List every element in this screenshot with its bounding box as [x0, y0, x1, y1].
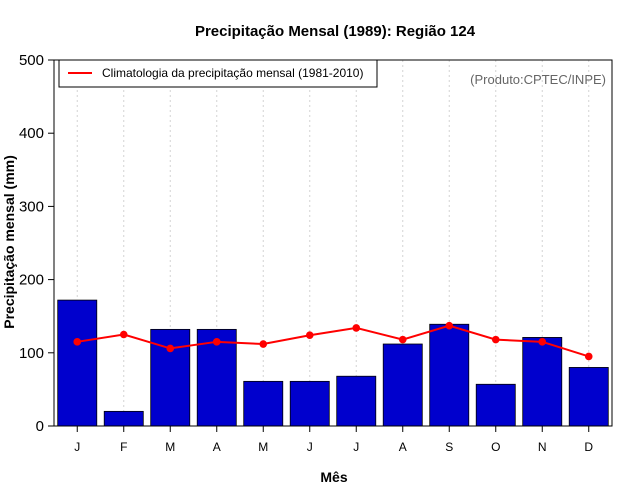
bar-a-8: [382, 343, 423, 427]
legend: Climatologia da precipitação mensal (198…: [58, 59, 378, 88]
bar-s-9: [429, 323, 470, 427]
bar-j-7: [336, 375, 377, 427]
x-tick-label: J: [307, 440, 313, 454]
y-tick-label: 100: [19, 345, 44, 362]
y-tick-label: 0: [36, 418, 44, 435]
x-tick-label: J: [353, 440, 359, 454]
climatology-point-2: [119, 330, 128, 339]
climatology-point-9: [445, 321, 454, 330]
bar-j-1: [57, 299, 98, 427]
bar-j-6: [289, 380, 330, 427]
y-tick-label: 300: [19, 198, 44, 215]
bar-m-5: [243, 380, 284, 427]
bar-d-12: [568, 367, 609, 427]
y-axis: 0 100 200 300 400 500: [19, 52, 54, 435]
climatology-line-series: [73, 321, 593, 361]
climatology-point-6: [305, 331, 314, 340]
bar-f-2: [103, 410, 144, 427]
climatology-point-4: [212, 338, 221, 346]
legend-label: Climatologia da precipitação mensal (198…: [102, 66, 363, 80]
climatology-point-11: [538, 338, 547, 346]
product-credit: (Produto:CPTEC/INPE): [470, 72, 606, 87]
bar-n-11: [522, 337, 563, 427]
climatology-point-1: [73, 338, 82, 346]
x-tick-label: N: [538, 440, 547, 454]
x-tick-label: A: [213, 440, 221, 454]
legend-box: [58, 59, 378, 88]
x-axis-label: Mês: [320, 469, 347, 485]
climatology-point-5: [259, 340, 268, 348]
y-tick-label: 500: [19, 52, 44, 69]
x-tick-label: F: [120, 440, 127, 454]
climatology-point-3: [166, 344, 175, 353]
climatology-point-12: [584, 352, 593, 361]
y-tick-label: 200: [19, 272, 44, 289]
x-tick-label: S: [445, 440, 453, 454]
x-tick-label: A: [399, 440, 407, 454]
bar-series: [57, 299, 609, 427]
y-tick-label: 400: [19, 125, 44, 142]
x-tick-label: M: [165, 440, 175, 454]
y-axis-label: Precipitação mensal (mm): [1, 155, 17, 329]
bar-o-10: [475, 383, 516, 427]
x-tick-label: O: [491, 440, 500, 454]
chart-title: Precipitação Mensal (1989): Região 124: [195, 23, 476, 40]
x-tick-label: J: [74, 440, 80, 454]
x-tick-label: D: [584, 440, 593, 454]
climatology-line: [77, 324, 590, 358]
climatology-point-8: [398, 335, 407, 344]
climatology-point-10: [491, 335, 500, 344]
climatology-point-7: [352, 324, 361, 332]
x-tick-label: M: [258, 440, 268, 454]
